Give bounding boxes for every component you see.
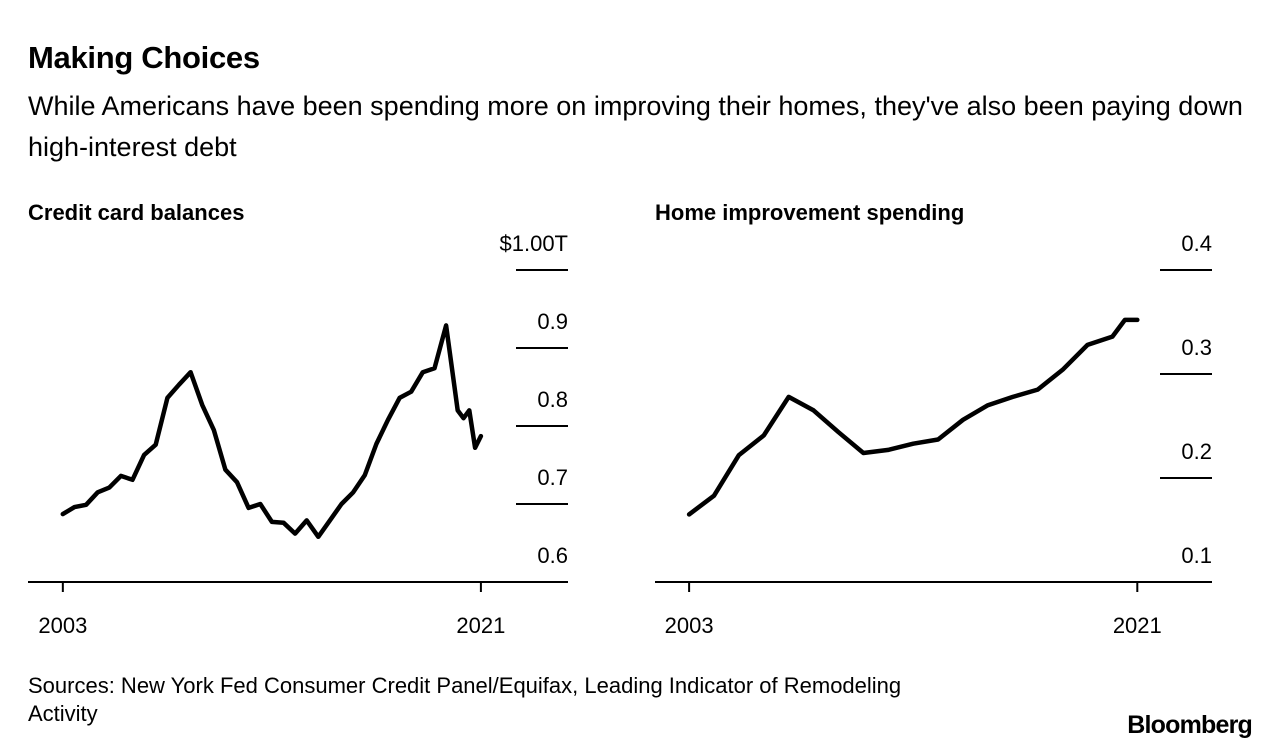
y-tick-label: 0.3 [1181,335,1212,360]
y-tick-label: 0.6 [537,543,568,568]
y-tick-label: 0.4 [1181,231,1212,256]
y-tick-label: 0.7 [537,465,568,490]
y-tick-label: 0.1 [1181,543,1212,568]
brand: Bloomberg [1127,711,1253,739]
y-tick-label: 0.9 [537,309,568,334]
data-line [60,323,484,540]
title: Making Choices [28,40,260,75]
y-tick-label: $1.00T [500,231,569,256]
chart-title: Credit card balances [28,200,244,225]
y-tick-label: 0.2 [1181,439,1212,464]
x-tick-label: 2021 [456,613,505,638]
x-tick-label: 2003 [38,613,87,638]
chart-title: Home improvement spending [655,200,964,225]
x-tick-label: 2003 [665,613,714,638]
source: Sources: New York Fed Consumer Credit Pa… [28,673,902,726]
x-tick-label: 2021 [1113,613,1162,638]
y-tick-label: 0.8 [537,387,568,412]
data-line [686,317,1140,517]
subtitle: While Americans have been spending more … [28,91,1243,162]
